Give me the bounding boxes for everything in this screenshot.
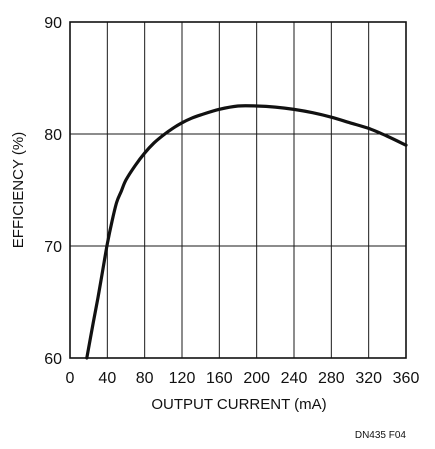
x-tick-label: 360 (393, 370, 420, 387)
y-tick-label: 80 (44, 127, 62, 144)
y-tick-labels: 60 70 80 90 (44, 15, 62, 368)
y-axis-title: EFFICIENCY (%) (10, 132, 27, 248)
figure-id: DN435 F04 (355, 430, 407, 441)
x-tick-label: 0 (66, 370, 75, 387)
y-tick-label: 70 (44, 239, 62, 256)
x-tick-label: 200 (243, 370, 270, 387)
x-tick-labels: 0 40 80 120 160 200 240 280 320 360 (66, 370, 420, 387)
y-tick-label: 60 (44, 351, 62, 368)
x-tick-label: 120 (169, 370, 196, 387)
x-tick-label: 280 (318, 370, 345, 387)
plot-frame (69, 21, 407, 359)
x-tick-label: 160 (206, 370, 233, 387)
x-axis-title: OUTPUT CURRENT (mA) (151, 396, 326, 413)
x-tick-label: 80 (136, 370, 154, 387)
x-tick-label: 320 (355, 370, 382, 387)
x-tick-label: 240 (281, 370, 308, 387)
x-tick-label: 40 (98, 370, 116, 387)
y-tick-label: 90 (44, 15, 62, 32)
efficiency-curve (85, 104, 408, 360)
